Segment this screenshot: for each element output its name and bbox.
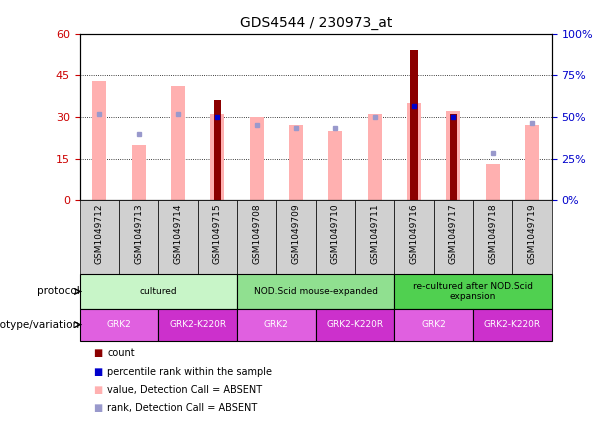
Bar <box>410 50 418 200</box>
FancyBboxPatch shape <box>237 200 276 274</box>
FancyBboxPatch shape <box>394 309 473 341</box>
Bar <box>210 114 224 200</box>
Text: GSM1049718: GSM1049718 <box>488 204 497 264</box>
FancyBboxPatch shape <box>197 200 237 274</box>
Text: NOD.Scid mouse-expanded: NOD.Scid mouse-expanded <box>254 287 378 296</box>
FancyBboxPatch shape <box>158 200 197 274</box>
FancyBboxPatch shape <box>512 200 552 274</box>
FancyBboxPatch shape <box>276 200 316 274</box>
FancyBboxPatch shape <box>473 309 552 341</box>
Title: GDS4544 / 230973_at: GDS4544 / 230973_at <box>240 16 392 30</box>
FancyBboxPatch shape <box>80 200 119 274</box>
Text: GSM1049710: GSM1049710 <box>331 204 340 264</box>
Text: GSM1049715: GSM1049715 <box>213 204 222 264</box>
FancyBboxPatch shape <box>237 309 316 341</box>
Bar <box>171 86 185 200</box>
Text: GSM1049716: GSM1049716 <box>409 204 419 264</box>
Bar <box>329 131 342 200</box>
Bar <box>407 103 421 200</box>
Text: protocol: protocol <box>37 286 80 297</box>
Bar <box>132 145 145 200</box>
Text: GRK2: GRK2 <box>107 320 131 329</box>
Text: percentile rank within the sample: percentile rank within the sample <box>107 367 272 376</box>
Text: GRK2: GRK2 <box>421 320 446 329</box>
Bar <box>486 164 500 200</box>
Text: rank, Detection Call = ABSENT: rank, Detection Call = ABSENT <box>107 404 257 413</box>
Bar <box>93 81 106 200</box>
FancyBboxPatch shape <box>80 309 158 341</box>
FancyBboxPatch shape <box>119 200 158 274</box>
Text: ■: ■ <box>93 385 103 395</box>
Text: cultured: cultured <box>140 287 177 296</box>
Bar <box>368 114 381 200</box>
Text: count: count <box>107 349 135 358</box>
Text: value, Detection Call = ABSENT: value, Detection Call = ABSENT <box>107 385 262 395</box>
FancyBboxPatch shape <box>237 274 394 309</box>
FancyBboxPatch shape <box>316 200 355 274</box>
Text: GSM1049708: GSM1049708 <box>252 204 261 264</box>
Text: GRK2: GRK2 <box>264 320 289 329</box>
Text: genotype/variation: genotype/variation <box>0 320 80 330</box>
Text: GSM1049719: GSM1049719 <box>528 204 536 264</box>
FancyBboxPatch shape <box>394 200 434 274</box>
Text: GRK2-K220R: GRK2-K220R <box>327 320 384 329</box>
FancyBboxPatch shape <box>80 274 237 309</box>
Text: GSM1049713: GSM1049713 <box>134 204 143 264</box>
Text: GSM1049714: GSM1049714 <box>173 204 183 264</box>
Text: ■: ■ <box>93 404 103 413</box>
Bar <box>449 114 457 200</box>
FancyBboxPatch shape <box>316 309 394 341</box>
Bar <box>446 111 460 200</box>
Bar <box>250 117 264 200</box>
Text: GSM1049717: GSM1049717 <box>449 204 458 264</box>
Text: GSM1049711: GSM1049711 <box>370 204 379 264</box>
Bar <box>525 125 539 200</box>
FancyBboxPatch shape <box>158 309 237 341</box>
Text: re-cultured after NOD.Scid
expansion: re-cultured after NOD.Scid expansion <box>413 282 533 301</box>
Text: GRK2-K220R: GRK2-K220R <box>169 320 226 329</box>
Text: GSM1049709: GSM1049709 <box>292 204 300 264</box>
Text: GSM1049712: GSM1049712 <box>95 204 104 264</box>
Text: ■: ■ <box>93 367 103 376</box>
Bar <box>213 100 221 200</box>
FancyBboxPatch shape <box>355 200 394 274</box>
FancyBboxPatch shape <box>473 200 512 274</box>
FancyBboxPatch shape <box>394 274 552 309</box>
Text: GRK2-K220R: GRK2-K220R <box>484 320 541 329</box>
Text: ■: ■ <box>93 349 103 358</box>
Bar <box>289 125 303 200</box>
FancyBboxPatch shape <box>434 200 473 274</box>
